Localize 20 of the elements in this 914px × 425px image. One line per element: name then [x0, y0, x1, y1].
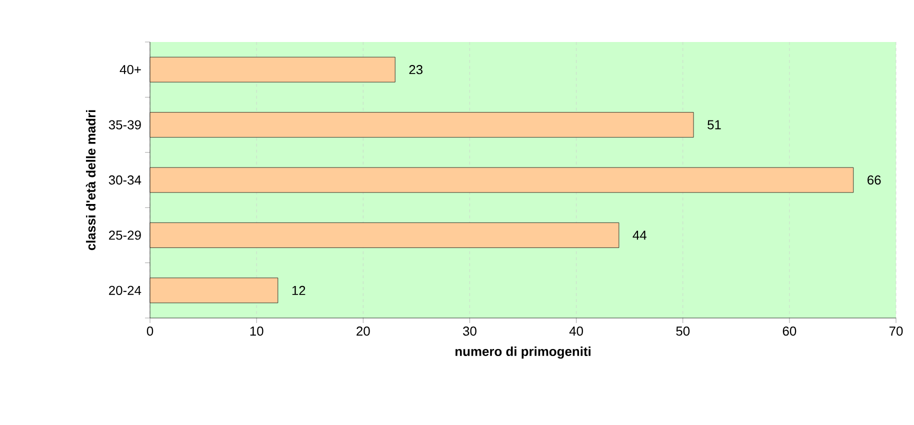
x-axis-title: numero di primogeniti — [456, 346, 590, 359]
data-label: 66 — [868, 175, 881, 185]
x-tick-label: 70 — [889, 326, 903, 336]
x-tick-label: 40 — [569, 326, 583, 336]
data-label: 23 — [409, 65, 422, 74]
x-tick-label: 50 — [676, 326, 690, 336]
data-label: 12 — [292, 286, 306, 295]
data-label: 44 — [632, 230, 646, 240]
y-tick-label: 25-29 — [109, 230, 141, 240]
y-tick-label: 30-34 — [108, 175, 142, 185]
y-tick-label: 20-24 — [109, 286, 142, 295]
x-tick-label: 20 — [356, 326, 370, 336]
x-tick-label: 0 — [146, 326, 154, 336]
y-tick-label: 35-39 — [108, 120, 141, 130]
x-tick-label: 60 — [782, 326, 796, 336]
data-label: 51 — [708, 120, 721, 130]
y-axis-title: classi d'età delle madri — [86, 110, 96, 250]
y-tick-label: 40+ — [120, 65, 141, 74]
x-tick-label: 30 — [463, 326, 476, 336]
x-tick-label: 10 — [250, 326, 264, 336]
